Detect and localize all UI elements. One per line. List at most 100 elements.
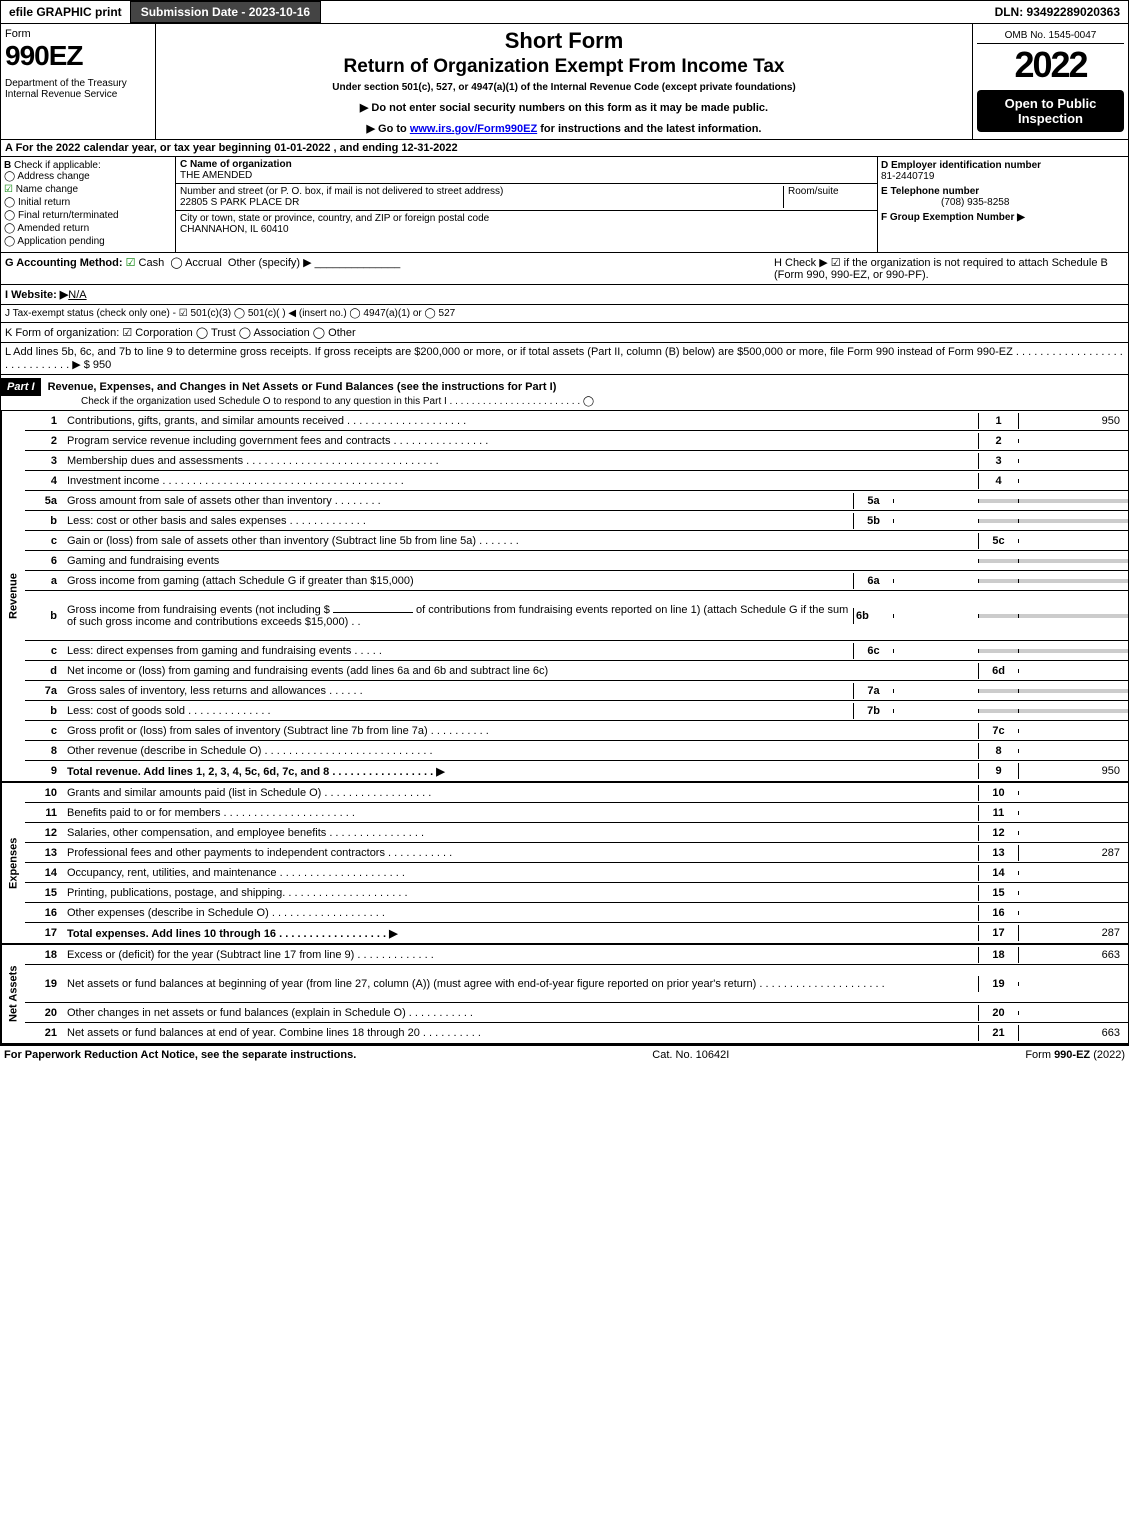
tel-value: (708) 935-8258 <box>881 197 1009 208</box>
dept-label: Department of the Treasury Internal Reve… <box>5 78 151 100</box>
line8-text: Other revenue (describe in Schedule O) .… <box>63 743 978 759</box>
column-d-e-f: D Employer identification number81-24407… <box>878 157 1128 252</box>
line5c-value <box>1018 539 1128 543</box>
line14-text: Occupancy, rent, utilities, and maintena… <box>63 865 978 881</box>
tel-label: E Telephone number <box>881 186 979 197</box>
line6-text: Gaming and fundraising events <box>63 553 978 569</box>
expenses-tab: Expenses <box>1 783 25 943</box>
row-l: L Add lines 5b, 6c, and 7b to line 9 to … <box>1 343 1128 375</box>
line2-text: Program service revenue including govern… <box>63 433 978 449</box>
line12-value <box>1018 831 1128 835</box>
column-b: B Check if applicable: ◯ Address change … <box>1 157 176 252</box>
line6c-value <box>893 649 978 653</box>
org-name: THE AMENDED <box>180 170 873 181</box>
tax-year: 2022 <box>977 44 1124 86</box>
b-check-label: Check if applicable: <box>14 160 101 171</box>
footer-right: Form 990-EZ (2022) <box>1025 1049 1125 1061</box>
line5c-text: Gain or (loss) from sale of assets other… <box>63 533 978 549</box>
line19-value <box>1018 982 1128 986</box>
h-check: H Check ▶ ☑ if the organization is not r… <box>774 256 1124 281</box>
netassets-tab: Net Assets <box>1 945 25 1043</box>
goto-post: for instructions and the latest informat… <box>537 123 761 135</box>
section-b-through-f: B Check if applicable: ◯ Address change … <box>1 157 1128 253</box>
line6b-value <box>893 614 978 618</box>
line1-value: 950 <box>1018 413 1128 429</box>
line17-value: 287 <box>1018 925 1128 941</box>
form-container: efile GRAPHIC print Submission Date - 20… <box>0 0 1129 1046</box>
line7c-value <box>1018 729 1128 733</box>
line5a-text: Gross amount from sale of assets other t… <box>63 493 853 509</box>
line13-value: 287 <box>1018 845 1128 861</box>
part1-check: Check if the organization used Schedule … <box>1 396 1128 407</box>
efile-label: efile GRAPHIC print <box>1 2 130 22</box>
dln-label: DLN: 93492289020363 <box>987 2 1128 22</box>
part1-title: Revenue, Expenses, and Changes in Net As… <box>48 381 557 393</box>
line2-value <box>1018 439 1128 443</box>
line17-text: Total expenses. Add lines 10 through 16 … <box>63 925 978 942</box>
header-right: OMB No. 1545-0047 2022 Open to Public In… <box>973 24 1128 139</box>
line11-text: Benefits paid to or for members . . . . … <box>63 805 978 821</box>
c-name-label: C Name of organization <box>180 159 292 170</box>
line4-value <box>1018 479 1128 483</box>
line21-text: Net assets or fund balances at end of ye… <box>63 1025 978 1041</box>
top-bar: efile GRAPHIC print Submission Date - 20… <box>1 1 1128 24</box>
form-number: 990EZ <box>5 40 151 72</box>
i-website: N/A <box>68 289 86 301</box>
line6c-text: Less: direct expenses from gaming and fu… <box>63 643 853 659</box>
row-g-h: G Accounting Method: ☑ Cash ◯ Accrual Ot… <box>1 253 1128 285</box>
omb-number: OMB No. 1545-0047 <box>977 28 1124 44</box>
city-label: City or town, state or province, country… <box>180 213 873 224</box>
cb-address-change[interactable]: ◯ Address change <box>4 171 172 182</box>
g-other: Other (specify) ▶ <box>228 257 312 269</box>
line7c-text: Gross profit or (loss) from sales of inv… <box>63 723 978 739</box>
line10-text: Grants and similar amounts paid (list in… <box>63 785 978 801</box>
line12-text: Salaries, other compensation, and employ… <box>63 825 978 841</box>
directive-goto: ▶ Go to www.irs.gov/Form990EZ for instru… <box>160 122 968 135</box>
line6b-text: Gross income from fundraising events (no… <box>63 602 853 630</box>
header-left: Form 990EZ Department of the Treasury In… <box>1 24 156 139</box>
line21-value: 663 <box>1018 1025 1128 1041</box>
line16-value <box>1018 911 1128 915</box>
line5b-text: Less: cost or other basis and sales expe… <box>63 513 853 529</box>
line20-value <box>1018 1011 1128 1015</box>
line8-value <box>1018 749 1128 753</box>
row-j: J Tax-exempt status (check only one) - ☑… <box>1 305 1128 323</box>
line15-value <box>1018 891 1128 895</box>
addr-label: Number and street (or P. O. box, if mail… <box>180 186 783 197</box>
line6a-text: Gross income from gaming (attach Schedul… <box>63 573 853 589</box>
g-label: G Accounting Method: <box>5 257 123 269</box>
cb-amended-return[interactable]: ◯ Amended return <box>4 223 172 234</box>
line6d-value <box>1018 669 1128 673</box>
line6a-value <box>893 579 978 583</box>
line7b-text: Less: cost of goods sold . . . . . . . .… <box>63 703 853 719</box>
room-suite-label: Room/suite <box>783 186 873 208</box>
g-cash: Cash <box>139 257 165 269</box>
line18-text: Excess or (deficit) for the year (Subtra… <box>63 947 978 963</box>
cb-final-return[interactable]: ◯ Final return/terminated <box>4 210 172 221</box>
form-label: Form <box>5 28 151 40</box>
b-label: B <box>4 160 11 171</box>
cb-initial-return[interactable]: ◯ Initial return <box>4 197 172 208</box>
revenue-tab: Revenue <box>1 411 25 781</box>
footer-left: For Paperwork Reduction Act Notice, see … <box>4 1049 356 1061</box>
line11-value <box>1018 811 1128 815</box>
netassets-section: Net Assets 18Excess or (deficit) for the… <box>1 945 1128 1045</box>
irs-link[interactable]: www.irs.gov/Form990EZ <box>410 123 537 135</box>
line16-text: Other expenses (describe in Schedule O) … <box>63 905 978 921</box>
revenue-section: Revenue 1Contributions, gifts, grants, a… <box>1 411 1128 783</box>
line7b-value <box>893 709 978 713</box>
line15-text: Printing, publications, postage, and shi… <box>63 885 978 901</box>
submission-date-button[interactable]: Submission Date - 2023-10-16 <box>130 1 321 23</box>
footer: For Paperwork Reduction Act Notice, see … <box>0 1046 1129 1064</box>
row-i: I Website: ▶N/A <box>1 285 1128 305</box>
directive-ssn: ▶ Do not enter social security numbers o… <box>160 101 968 114</box>
cb-name-change[interactable]: ☑ Name change <box>4 184 172 195</box>
open-public-box: Open to Public Inspection <box>977 90 1124 132</box>
form-header: Form 990EZ Department of the Treasury In… <box>1 24 1128 140</box>
org-address: 22805 S PARK PLACE DR <box>180 197 783 208</box>
i-label: I Website: ▶ <box>5 289 68 301</box>
goto-pre: ▶ Go to <box>367 123 410 135</box>
return-title: Return of Organization Exempt From Incom… <box>160 56 968 78</box>
line3-text: Membership dues and assessments . . . . … <box>63 453 978 469</box>
cb-application-pending[interactable]: ◯ Application pending <box>4 236 172 247</box>
